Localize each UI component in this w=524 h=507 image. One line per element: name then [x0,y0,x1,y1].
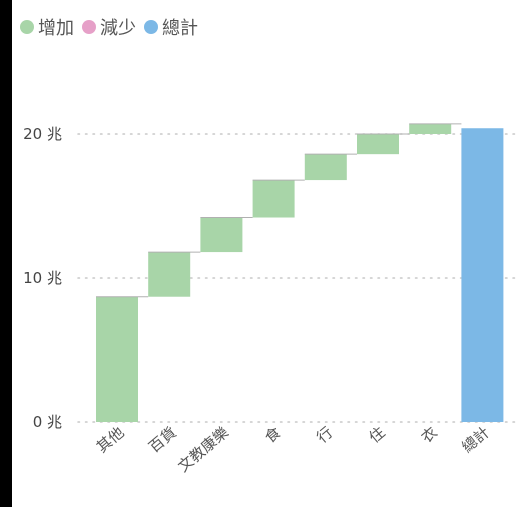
legend-label-increase: 增加 [38,18,74,39]
x-tick-label: 百貨 [145,423,180,456]
legend-dot-increase [20,20,34,34]
legend-label-total: 總計 [162,18,198,39]
x-tick-label: 總計 [458,423,493,456]
left-edge-strip [0,0,12,507]
x-tick-label: 食 [261,423,284,446]
bar-total[interactable] [461,128,504,423]
bar-increase[interactable] [409,123,452,134]
x-tick-label: 衣 [418,423,441,446]
legend: 增加 減少 總計 [20,14,206,40]
y-tick-label: 10 兆 [23,269,62,287]
bar-increase[interactable] [148,252,191,297]
legend-item-total[interactable]: 總計 [144,14,198,40]
legend-label-decrease: 減少 [100,18,136,39]
x-tick-label: 其他 [93,423,128,456]
bar-increase[interactable] [304,154,347,181]
bar-increase[interactable] [96,296,138,422]
legend-dot-decrease [82,20,96,34]
bar-increase[interactable] [200,217,243,253]
legend-dot-total [144,20,158,34]
legend-item-increase[interactable]: 增加 [20,14,74,40]
legend-item-decrease[interactable]: 減少 [82,14,136,40]
x-tick-label: 文教康樂 [174,423,232,475]
y-tick-label: 0 兆 [33,413,62,431]
x-tick-label: 住 [365,423,388,446]
y-tick-label: 20 兆 [23,125,62,143]
bar-increase[interactable] [252,180,295,218]
bar-increase[interactable] [357,134,399,155]
x-tick-label: 行 [313,423,336,446]
